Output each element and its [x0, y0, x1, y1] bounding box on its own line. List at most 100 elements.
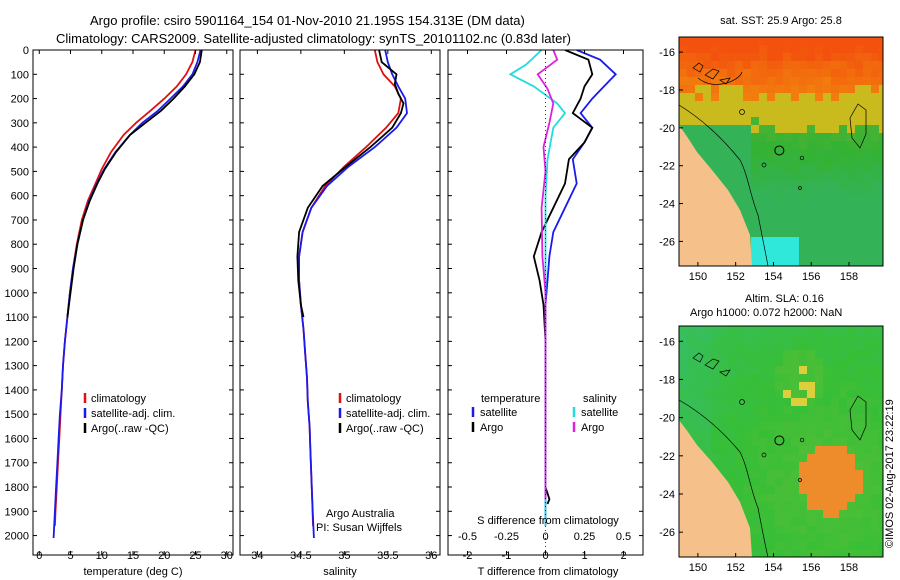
sla-map-cell: [823, 462, 832, 471]
sla-map-cell: [879, 550, 883, 557]
salinity-xlabel: salinity: [323, 566, 357, 578]
sst-map-cell: [847, 85, 856, 94]
sst-map-cell: [815, 197, 824, 206]
sst-map-cell: [719, 165, 728, 174]
difference-top-tick-label-0: -0.5: [458, 531, 477, 543]
sla-map-cell: [807, 414, 816, 423]
sla-map-cell: [847, 422, 856, 431]
sst-map-cell: [807, 141, 816, 150]
sla-map-cell: [807, 326, 816, 335]
sst-map-cell: [863, 69, 872, 78]
sla-map-cell: [871, 430, 880, 439]
sla-map-cell: [855, 446, 864, 455]
sst-map-cell: [783, 85, 792, 94]
sla-map-cell: [695, 430, 704, 439]
sla-map-cell: [847, 486, 856, 495]
sla-map-cell: [703, 430, 712, 439]
sla-map-cell: [711, 406, 720, 415]
sla-map-cell: [855, 406, 864, 415]
temperature-xtick-label-6: 30: [221, 550, 233, 562]
sla-map-cell: [831, 382, 840, 391]
sla-map-cell: [847, 502, 856, 511]
sla-map-panel: Altim. SLA: 0.16 Argo h1000: 0.072 h2000…: [659, 293, 884, 574]
sst-map-cell: [783, 181, 792, 190]
sst-map-cell: [695, 117, 704, 126]
sst-map-cell: [775, 229, 784, 238]
sla-map-cell: [767, 438, 776, 447]
sst-map-cell: [775, 109, 784, 118]
sla-map-cell: [687, 382, 696, 391]
sla-map-cell: [687, 398, 696, 407]
sst-map-cell: [791, 133, 800, 142]
sst-map-cell: [879, 149, 883, 158]
sst-map-cell: [743, 157, 752, 166]
sst-map-cell: [743, 173, 752, 182]
sla-map-cell: [847, 446, 856, 455]
sst-map-cell: [751, 69, 760, 78]
sla-map-cell: [823, 510, 832, 519]
sla-map-cell: [775, 510, 784, 519]
sla-map-cell: [799, 438, 808, 447]
sla-map-cell: [767, 406, 776, 415]
sla-map-cell: [767, 374, 776, 383]
temperature-ytick-label-18: 1800: [5, 482, 29, 494]
sst-map-cell: [735, 109, 744, 118]
sst-contour-north: [697, 71, 743, 85]
sla-map-cell: [823, 342, 832, 351]
sla-map-cell: [759, 462, 768, 471]
sla-map-cell: [751, 398, 760, 407]
sla-map-cell: [847, 358, 856, 367]
sla-map-cell: [767, 350, 776, 359]
sst-map-cell: [831, 157, 840, 166]
sst-map-cell: [743, 133, 752, 142]
sla-map-cell: [871, 350, 880, 359]
sla-map-cell: [815, 550, 824, 557]
sst-map-cell: [807, 85, 816, 94]
sla-map-cell: [727, 478, 736, 487]
sst-map-cell: [775, 237, 784, 246]
sst-map-cell: [783, 173, 792, 182]
pi-text: PI: Susan Wijffels: [316, 522, 402, 534]
sst-map-cell: [839, 77, 848, 86]
sla-map-cell: [759, 534, 768, 543]
sst-map-cell: [759, 101, 768, 110]
sla-map-cell: [799, 430, 808, 439]
salinity-xtick-label-0: 34: [251, 550, 263, 562]
sla-map-cell: [719, 350, 728, 359]
sla-map-cell: [743, 326, 752, 335]
sla-map-cell: [823, 334, 832, 343]
sla-map-cell: [855, 470, 864, 479]
sla-map-cell: [807, 494, 816, 503]
sst-map-cell: [839, 189, 848, 198]
sst-map-cell: [727, 173, 736, 182]
sla-map-cell: [871, 358, 880, 367]
sla-map-cell: [871, 382, 880, 391]
sst-map-cell: [855, 37, 864, 46]
sst-map-cell: [679, 85, 688, 94]
sst-map-cell: [751, 149, 760, 158]
sla-map-cell: [679, 414, 688, 423]
sst-map-cell: [767, 213, 776, 222]
sla-map-cell: [743, 454, 752, 463]
sla-map-cell: [775, 446, 784, 455]
sst-map-cell: [799, 253, 808, 262]
sst-map-cell: [847, 37, 856, 46]
sla-map-cell: [751, 550, 760, 557]
sla-map-cell: [743, 390, 752, 399]
sla-map-cell: [807, 334, 816, 343]
sla-map-cell: [751, 374, 760, 383]
sla-map-cell: [783, 438, 792, 447]
sst-map-cell: [719, 45, 728, 54]
sst-map-cell: [759, 69, 768, 78]
sla-map-cell: [767, 534, 776, 543]
sla-map-cell: [823, 518, 832, 527]
sla-map-cell: [759, 494, 768, 503]
sst-map-cell: [855, 189, 864, 198]
temperature-xtick-label-0: 0: [36, 550, 42, 562]
sla-map-xtick-label-0: 150: [689, 562, 707, 574]
difference-xtick-label-1: -1: [502, 550, 512, 562]
sla-map-cell: [791, 406, 800, 415]
sst-map-cell: [831, 181, 840, 190]
sst-map-cell: [783, 61, 792, 70]
sst-map-cell: [855, 237, 864, 246]
